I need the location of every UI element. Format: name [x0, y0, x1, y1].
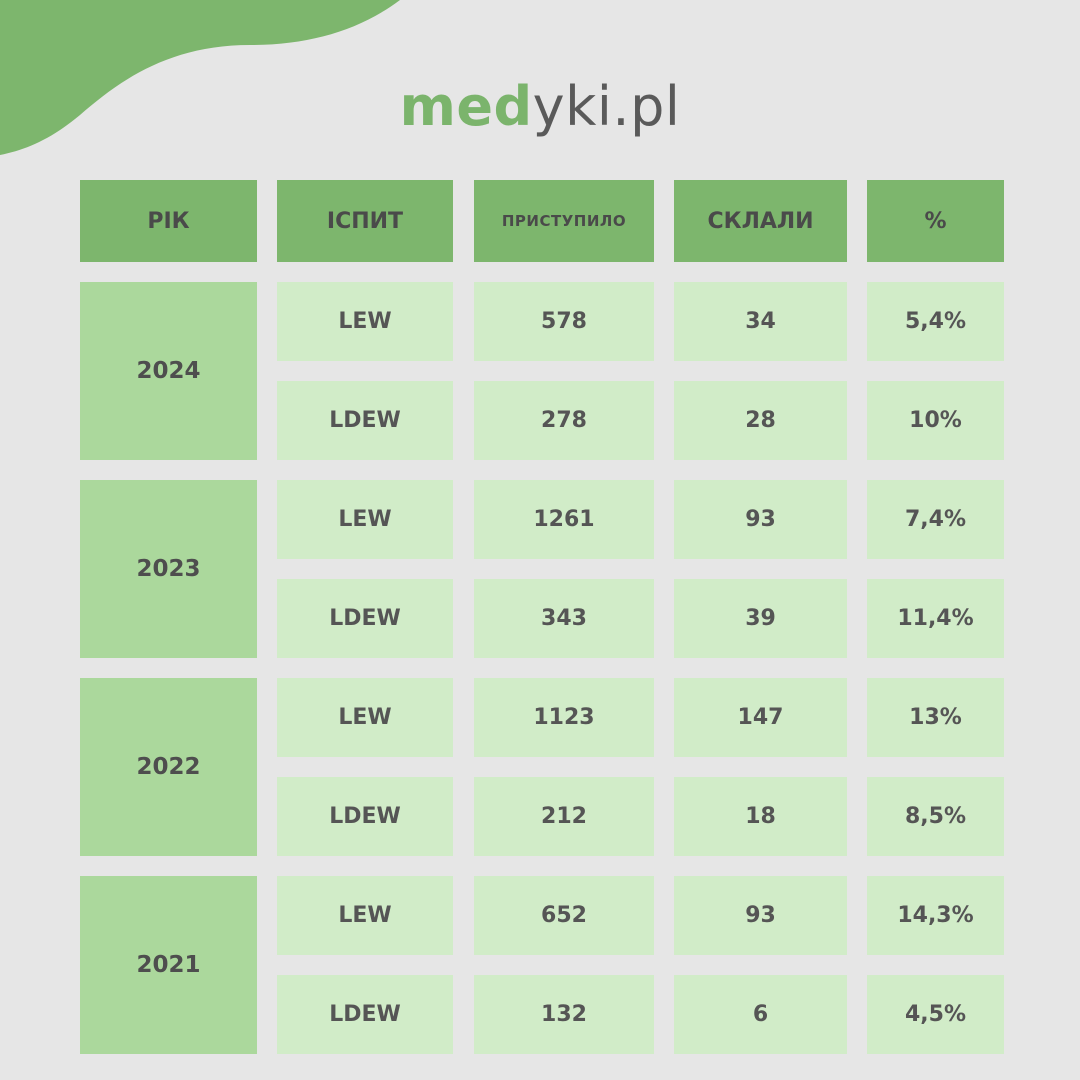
- percent-cell: 5,4%: [867, 282, 1004, 361]
- exam-cell: LEW: [277, 876, 453, 955]
- passed-cell: 34: [674, 282, 847, 361]
- exam-cell: LEW: [277, 678, 453, 757]
- year-cell: 2021: [80, 876, 257, 1054]
- brand-logo-part1: med: [399, 75, 533, 138]
- brand-logo-part2: yki.pl: [532, 75, 681, 138]
- passed-cell: 147: [674, 678, 847, 757]
- took-cell: 278: [474, 381, 654, 460]
- took-cell: 1123: [474, 678, 654, 757]
- year-cell: 2022: [80, 678, 257, 856]
- year-cell: 2024: [80, 282, 257, 460]
- passed-cell: 6: [674, 975, 847, 1054]
- exam-cell: LEW: [277, 480, 453, 559]
- header-took: ПРИСТУПИЛО: [474, 180, 654, 262]
- brand-logo: medyki.pl: [0, 72, 1080, 142]
- header-exam: ІСПИТ: [277, 180, 453, 262]
- exam-cell: LDEW: [277, 975, 453, 1054]
- took-cell: 652: [474, 876, 654, 955]
- took-cell: 1261: [474, 480, 654, 559]
- percent-cell: 10%: [867, 381, 1004, 460]
- percent-cell: 14,3%: [867, 876, 1004, 955]
- passed-cell: 28: [674, 381, 847, 460]
- percent-cell: 13%: [867, 678, 1004, 757]
- percent-cell: 8,5%: [867, 777, 1004, 856]
- took-cell: 132: [474, 975, 654, 1054]
- year-cell: 2023: [80, 480, 257, 658]
- exam-cell: LDEW: [277, 777, 453, 856]
- took-cell: 343: [474, 579, 654, 658]
- header-year: РІК: [80, 180, 257, 262]
- header-passed: СКЛАЛИ: [674, 180, 847, 262]
- exam-cell: LEW: [277, 282, 453, 361]
- exam-cell: LDEW: [277, 579, 453, 658]
- percent-cell: 4,5%: [867, 975, 1004, 1054]
- header-percent: %: [867, 180, 1004, 262]
- percent-cell: 11,4%: [867, 579, 1004, 658]
- percent-cell: 7,4%: [867, 480, 1004, 559]
- took-cell: 212: [474, 777, 654, 856]
- passed-cell: 18: [674, 777, 847, 856]
- took-cell: 578: [474, 282, 654, 361]
- decorative-blob-shape: [0, 0, 400, 155]
- passed-cell: 93: [674, 480, 847, 559]
- passed-cell: 93: [674, 876, 847, 955]
- exam-cell: LDEW: [277, 381, 453, 460]
- passed-cell: 39: [674, 579, 847, 658]
